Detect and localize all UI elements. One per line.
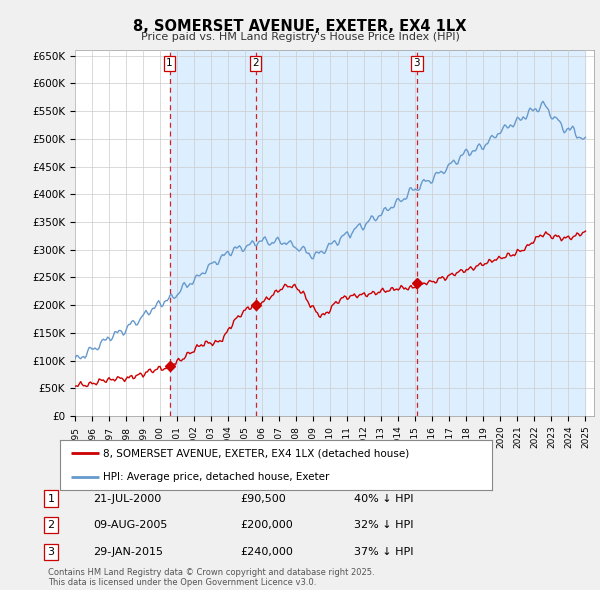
Text: 40% ↓ HPI: 40% ↓ HPI <box>354 494 413 503</box>
Text: 37% ↓ HPI: 37% ↓ HPI <box>354 547 413 556</box>
Text: 29-JAN-2015: 29-JAN-2015 <box>93 547 163 556</box>
Text: £200,000: £200,000 <box>240 520 293 530</box>
Text: 21-JUL-2000: 21-JUL-2000 <box>93 494 161 503</box>
Text: 8, SOMERSET AVENUE, EXETER, EX4 1LX: 8, SOMERSET AVENUE, EXETER, EX4 1LX <box>133 19 467 34</box>
Text: 3: 3 <box>47 547 55 556</box>
Text: £90,500: £90,500 <box>240 494 286 503</box>
Text: 1: 1 <box>166 58 173 68</box>
Text: 8, SOMERSET AVENUE, EXETER, EX4 1LX (detached house): 8, SOMERSET AVENUE, EXETER, EX4 1LX (det… <box>103 448 409 458</box>
Text: 09-AUG-2005: 09-AUG-2005 <box>93 520 167 530</box>
Text: Price paid vs. HM Land Registry's House Price Index (HPI): Price paid vs. HM Land Registry's House … <box>140 32 460 42</box>
Text: HPI: Average price, detached house, Exeter: HPI: Average price, detached house, Exet… <box>103 472 329 482</box>
Text: 1: 1 <box>47 494 55 503</box>
Text: 3: 3 <box>413 58 420 68</box>
Text: 2: 2 <box>252 58 259 68</box>
Text: £240,000: £240,000 <box>240 547 293 556</box>
Text: 32% ↓ HPI: 32% ↓ HPI <box>354 520 413 530</box>
Bar <box>170 50 586 416</box>
Text: 2: 2 <box>47 520 55 530</box>
Text: Contains HM Land Registry data © Crown copyright and database right 2025.
This d: Contains HM Land Registry data © Crown c… <box>48 568 374 587</box>
